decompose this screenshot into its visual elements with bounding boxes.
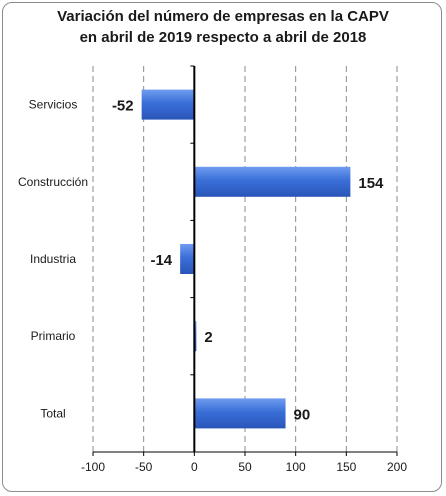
category-label: Construcción	[18, 175, 88, 189]
x-tick-label: 0	[191, 460, 198, 474]
category-label: Servicios	[29, 98, 78, 112]
data-label: -14	[150, 252, 172, 269]
bar	[141, 89, 195, 120]
category-label: Industria	[30, 252, 76, 266]
bar	[194, 398, 286, 429]
bars	[141, 89, 351, 429]
data-label: 90	[294, 406, 311, 423]
gridlines	[92, 66, 398, 452]
bar	[194, 166, 351, 197]
x-tick-label: -100	[81, 460, 105, 474]
x-tick-label: 200	[387, 460, 407, 474]
category-label: Primario	[31, 329, 76, 343]
x-tick-label: -50	[135, 460, 153, 474]
bar	[194, 321, 197, 352]
data-label: 2	[204, 329, 212, 346]
x-tick-label: 100	[286, 460, 306, 474]
data-label: 154	[358, 175, 384, 192]
axes	[92, 65, 398, 456]
bar	[180, 244, 195, 274]
category-label: Total	[40, 406, 65, 420]
x-tick-label: 50	[238, 460, 252, 474]
chart-title-line-2: en abril de 2019 respecto a abril de 201…	[79, 29, 367, 46]
x-tick-label: 150	[336, 460, 356, 474]
labels: -100 -50 0 50 100 150 200 Servicios -52 Construcc…	[18, 98, 407, 474]
chart-title: Variación del número de empresas en la C…	[0, 6, 446, 48]
data-label: -52	[112, 98, 134, 115]
chart-title-line-1: Variación del número de empresas en la C…	[57, 8, 389, 25]
